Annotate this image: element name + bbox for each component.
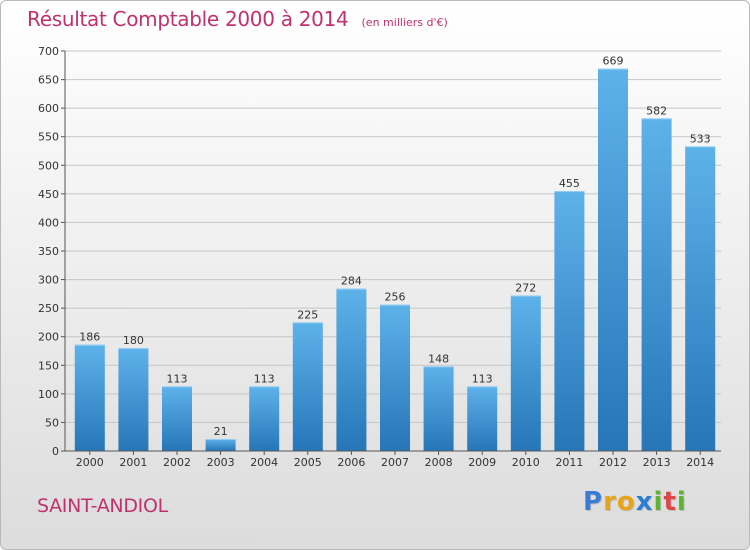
logo-letter: t bbox=[663, 487, 677, 517]
bars: 186 180 113 21 113 225 284 256 148 113 272 455 669 58… bbox=[74, 55, 716, 451]
title-row: Résultat Comptable 2000 à 2014 (en milli… bbox=[27, 7, 448, 31]
bar-value-label: 113 bbox=[472, 372, 493, 385]
x-tick-label: 2012 bbox=[599, 456, 627, 469]
y-tick-label: 500 bbox=[38, 159, 59, 172]
proxiti-logo: Proxiti bbox=[583, 487, 687, 517]
logo-letter: o bbox=[616, 487, 636, 517]
bar-value-label: 455 bbox=[559, 177, 580, 190]
bar bbox=[205, 439, 236, 451]
bar-value-label: 533 bbox=[690, 132, 711, 145]
bar bbox=[292, 322, 323, 451]
x-tick-label: 2002 bbox=[163, 456, 191, 469]
bar bbox=[336, 288, 367, 451]
x-tick-label: 2014 bbox=[686, 456, 714, 469]
chart-title: Résultat Comptable 2000 à 2014 bbox=[27, 7, 349, 31]
bar bbox=[641, 118, 672, 451]
y-tick-label: 600 bbox=[38, 102, 59, 115]
x-tick-label: 2013 bbox=[643, 456, 671, 469]
y-tick-label: 100 bbox=[38, 388, 59, 401]
y-tick-label: 250 bbox=[38, 302, 59, 315]
bar-value-label: 256 bbox=[385, 291, 406, 304]
bar bbox=[685, 146, 716, 451]
logo-letter: x bbox=[635, 487, 654, 517]
bar-value-label: 113 bbox=[167, 372, 188, 385]
bar bbox=[162, 386, 192, 451]
x-tick-label: 2009 bbox=[468, 456, 496, 469]
x-tick-label: 2011 bbox=[555, 456, 583, 469]
bar bbox=[467, 386, 498, 451]
x-tick-label: 2004 bbox=[250, 456, 278, 469]
x-tick-label: 2010 bbox=[512, 456, 540, 469]
x-tick-label: 2001 bbox=[119, 456, 147, 469]
bar-value-label: 148 bbox=[428, 352, 449, 365]
bar-value-label: 669 bbox=[603, 55, 624, 68]
chart-subtitle: (en milliers d'€) bbox=[361, 16, 448, 29]
bar-value-label: 272 bbox=[515, 282, 536, 295]
x-tick-label: 2006 bbox=[337, 456, 365, 469]
bar-value-label: 284 bbox=[341, 275, 362, 288]
y-tick-label: 550 bbox=[38, 131, 59, 144]
y-tick-label: 200 bbox=[38, 331, 59, 344]
x-tick-label: 2007 bbox=[381, 456, 409, 469]
bar bbox=[423, 366, 454, 451]
logo-letter: i bbox=[676, 487, 687, 517]
axes: 0 50 100 150 200 250 300 350 400 450 500 550 600 650 7… bbox=[38, 45, 721, 469]
logo-letter: P bbox=[583, 487, 604, 517]
bar-value-label: 582 bbox=[646, 104, 667, 117]
bar bbox=[74, 344, 105, 451]
logo-letter: i bbox=[653, 487, 664, 517]
y-tick-label: 0 bbox=[52, 445, 59, 458]
bar bbox=[510, 295, 541, 451]
logo-letter: r bbox=[603, 487, 617, 517]
bar bbox=[598, 68, 628, 451]
bar-value-label: 225 bbox=[297, 308, 318, 321]
bar bbox=[554, 191, 585, 451]
x-tick-label: 2003 bbox=[207, 456, 235, 469]
bar-value-label: 113 bbox=[254, 372, 275, 385]
bar bbox=[380, 304, 410, 451]
y-tick-label: 450 bbox=[38, 188, 59, 201]
y-tick-label: 50 bbox=[45, 416, 59, 429]
bar-value-label: 21 bbox=[214, 425, 228, 438]
x-tick-label: 2005 bbox=[294, 456, 322, 469]
bar bbox=[249, 386, 280, 451]
bar bbox=[118, 348, 149, 451]
y-tick-label: 350 bbox=[38, 245, 59, 258]
y-tick-label: 700 bbox=[38, 45, 59, 58]
y-tick-label: 400 bbox=[38, 216, 59, 229]
y-tick-label: 150 bbox=[38, 359, 59, 372]
commune-name: SAINT-ANDIOL bbox=[37, 495, 168, 517]
y-tick-label: 300 bbox=[38, 274, 59, 287]
bar-value-label: 180 bbox=[123, 334, 144, 347]
y-tick-label: 650 bbox=[38, 74, 59, 87]
x-tick-label: 2000 bbox=[76, 456, 104, 469]
x-tick-label: 2008 bbox=[425, 456, 453, 469]
bar-value-label: 186 bbox=[79, 331, 100, 344]
